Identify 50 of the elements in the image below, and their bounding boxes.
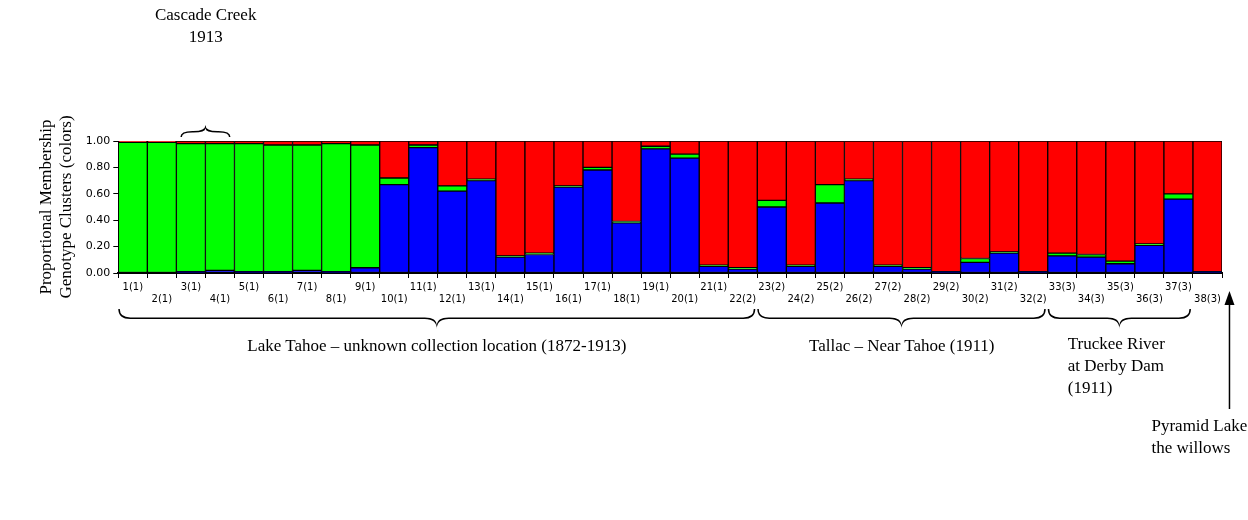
x-tick-label: 8(1): [325, 292, 347, 304]
x-tick-label: 11(1): [409, 280, 437, 292]
x-tick-label: 29(2): [932, 280, 960, 292]
x-tick-label: 27(2): [874, 280, 902, 292]
x-tick-label: 14(1): [496, 292, 524, 304]
x-tick-label: 36(3): [1135, 292, 1163, 304]
x-tick-label: 22(2): [729, 292, 757, 304]
x-tick-label: 32(2): [1019, 292, 1047, 304]
y-tick-label: 0.40: [85, 213, 111, 227]
y-tick-label: 0.20: [85, 239, 111, 253]
x-tick-label: 28(2): [903, 292, 931, 304]
y-tick-label: 0.60: [85, 186, 111, 200]
x-tick-label: 4(1): [209, 292, 231, 304]
x-tick-label: 1(1): [122, 280, 144, 292]
x-tick-label: 25(2): [816, 280, 844, 292]
x-tick-label: 3(1): [180, 280, 202, 292]
text: Lake Tahoe – unknown collection location (1872-1913): [247, 335, 627, 357]
y-tick-label: 1.00: [85, 133, 111, 147]
x-tick-label: 15(1): [526, 280, 553, 292]
y-tick-label: 0.00: [85, 265, 111, 279]
text: Tallac – Near Tahoe (1911): [809, 335, 995, 357]
x-tick-label: 9(1): [354, 280, 376, 292]
x-tick-label: 34(3): [1077, 292, 1105, 304]
x-tick-label: 37(3): [1164, 280, 1192, 292]
x-tick-label: 16(1): [555, 292, 583, 304]
x-tick-label: 38(3): [1194, 292, 1222, 304]
x-tick-label: 5(1): [238, 280, 260, 292]
text: Truckee River at Derby Dam (1911): [1067, 333, 1165, 399]
y-axis-title: Proportional Membership Genotype Clusters (colors): [35, 115, 76, 299]
x-tick-label: 26(2): [845, 292, 873, 304]
x-tick-label: 31(2): [990, 280, 1018, 292]
x-tick-label: 21(1): [700, 280, 728, 292]
x-tick-label: 6(1): [267, 292, 289, 304]
x-tick-label: 30(2): [961, 292, 989, 304]
x-tick-label: 19(1): [642, 280, 670, 292]
x-tick-label: 10(1): [380, 292, 408, 304]
text: Cascade Creek 1913: [154, 4, 257, 48]
x-tick-label: 33(3): [1048, 280, 1076, 292]
x-tick-label: 24(2): [787, 292, 815, 304]
x-tick-label: 13(1): [467, 280, 495, 292]
x-tick-label: 35(3): [1106, 280, 1134, 292]
y-tick-label: 0.80: [85, 160, 111, 174]
x-tick-label: 2(1): [151, 292, 173, 304]
x-tick-label: 23(2): [758, 280, 786, 292]
x-tick-label: 7(1): [296, 280, 318, 292]
text: Pyramid Lake the willows: [1151, 415, 1248, 459]
x-tick-label: 12(1): [438, 292, 466, 304]
x-tick-label: 17(1): [584, 280, 612, 292]
x-tick-label: 20(1): [671, 292, 699, 304]
x-tick-label: 18(1): [613, 292, 641, 304]
